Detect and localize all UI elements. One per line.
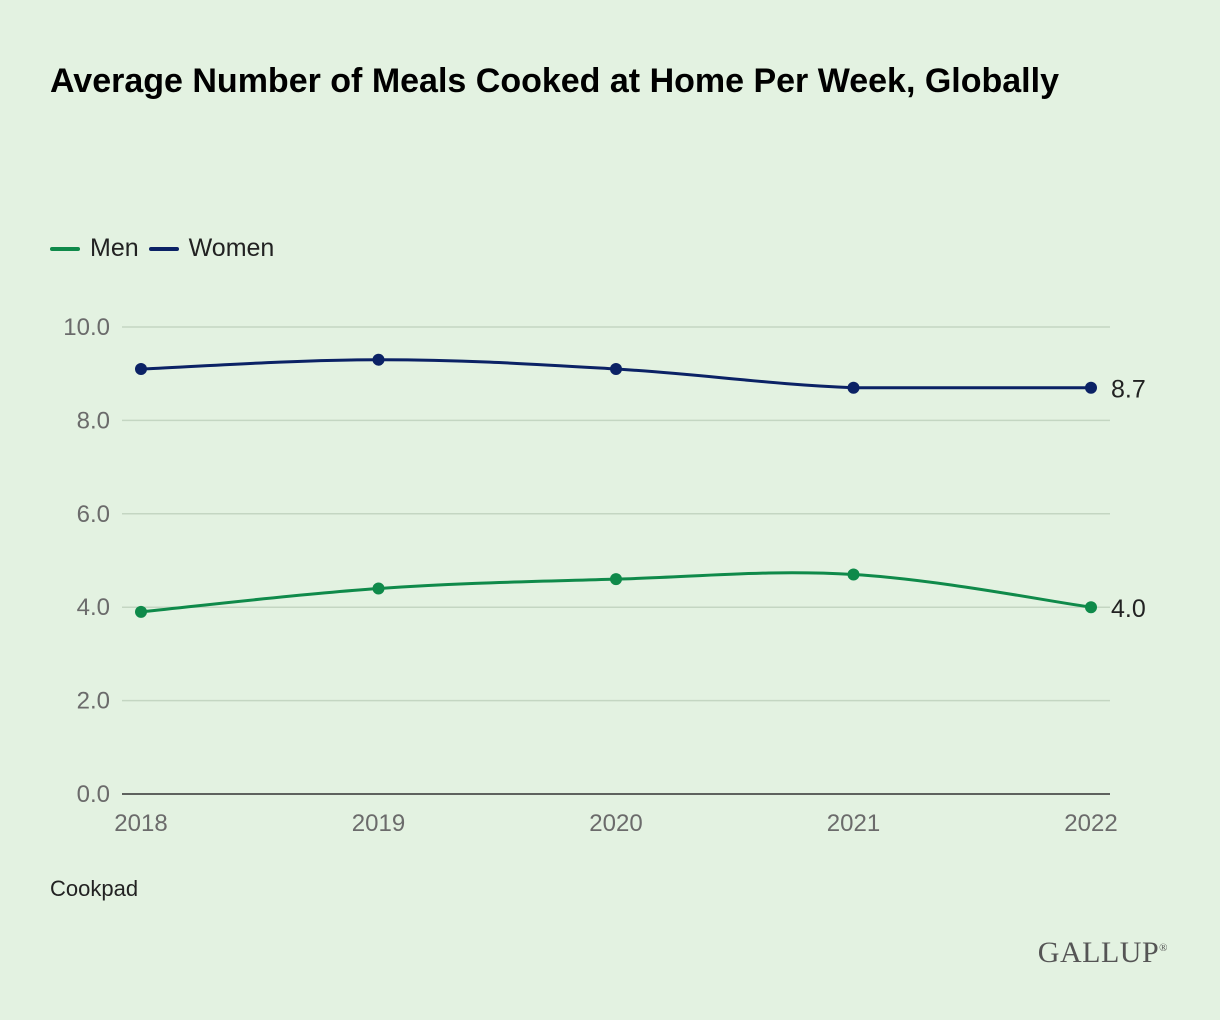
legend: Men Women	[50, 234, 284, 263]
legend-label-men: Men	[90, 234, 139, 262]
y-tick-label: 2.0	[77, 688, 110, 715]
legend-item-women: Women	[148, 234, 275, 263]
data-point-men	[610, 573, 622, 586]
source-note: Cookpad	[50, 876, 139, 901]
y-tick-label: 0.0	[77, 781, 110, 808]
y-tick-label: 8.0	[77, 407, 110, 434]
chart-title: Average Number of Meals Cooked at Home P…	[50, 62, 1059, 100]
legend-item-men: Men	[50, 234, 139, 263]
legend-swatch-men	[50, 246, 80, 251]
end-label-women: 8.7	[1111, 376, 1146, 404]
y-tick-label: 10.0	[63, 314, 110, 341]
legend-label-women: Women	[188, 234, 275, 262]
data-point-men	[135, 605, 147, 618]
data-point-men	[372, 582, 385, 595]
data-point-women	[610, 363, 622, 376]
data-point-women	[372, 353, 385, 366]
y-tick-label: 4.0	[77, 594, 110, 621]
x-tick-label: 2019	[352, 810, 405, 837]
x-tick-label: 2021	[827, 810, 880, 837]
legend-swatch-women	[148, 246, 179, 251]
end-label-men: 4.0	[1111, 595, 1146, 623]
data-point-men	[847, 568, 860, 581]
gallup-logo: GALLUP®	[1038, 936, 1168, 970]
registered-mark: ®	[1159, 942, 1168, 954]
x-tick-label: 2020	[589, 810, 642, 837]
gallup-logo-text: GALLUP	[1037, 936, 1160, 969]
data-point-women	[1085, 381, 1097, 394]
data-point-men	[1085, 601, 1097, 614]
x-tick-label: 2018	[114, 810, 167, 837]
y-tick-label: 6.0	[77, 501, 110, 528]
x-tick-label: 2022	[1064, 810, 1117, 837]
data-point-women	[847, 381, 860, 394]
data-point-women	[135, 363, 147, 376]
